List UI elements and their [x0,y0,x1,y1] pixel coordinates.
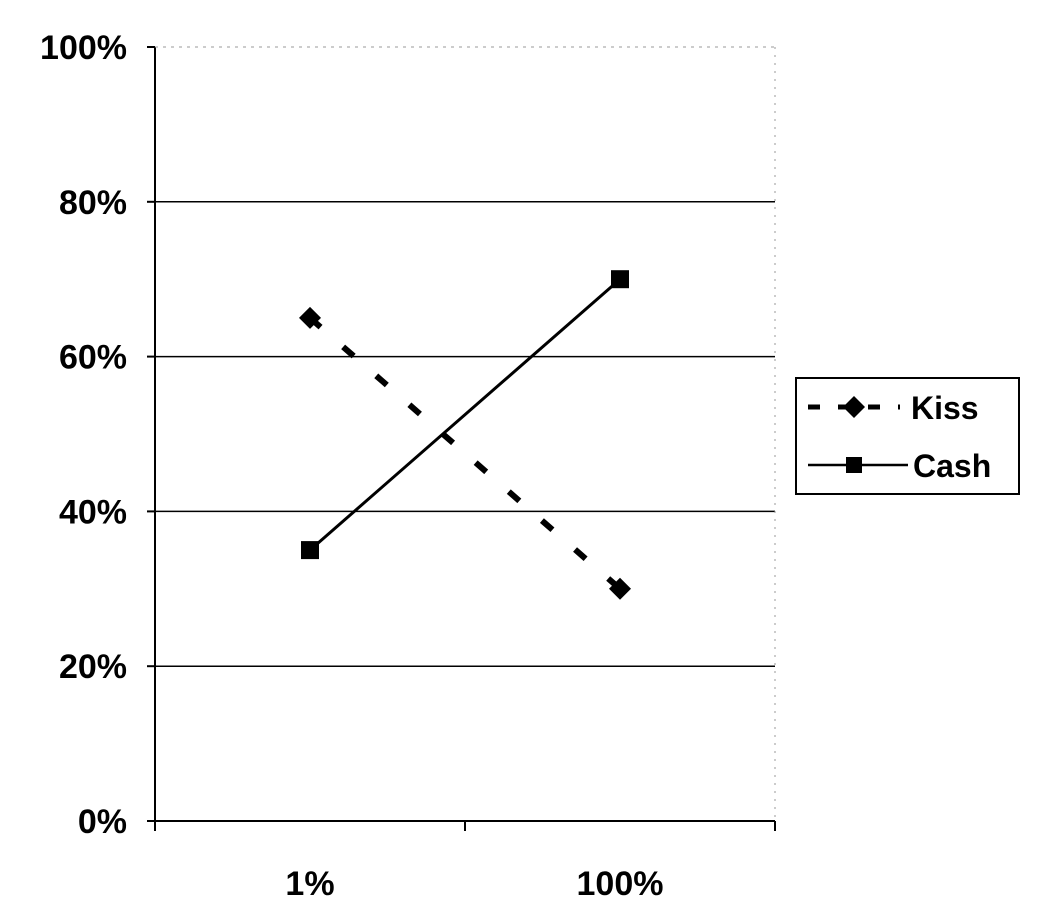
legend-box [795,377,1020,495]
y-tick-label: 40% [59,493,127,531]
y-tick-label: 80% [59,184,127,222]
legend-item-kiss: Kiss [808,390,979,426]
legend-kiss-diamond-marker [843,396,865,418]
legend-cash-square-marker [846,457,862,473]
data-point-kiss [299,306,321,329]
series-line-cash [309,278,621,552]
legend: Kiss Cash [795,377,1020,495]
x-axis-ticks: 1% 100% [154,821,776,903]
gridlines [155,201,775,667]
x-tick-label: 100% [577,865,664,903]
legend-cash-label: Cash [913,448,991,484]
data-point-cash [301,541,319,560]
series-layer [299,270,631,600]
y-axis-ticks: 0% 20% 40% 60% 80% 100% [40,29,155,841]
legend-kiss-label: Kiss [911,390,979,426]
y-tick-label: 0% [78,803,127,841]
data-point-cash [611,270,629,289]
plot-area [155,47,775,821]
y-tick-label: 100% [40,29,127,67]
x-tick-label: 1% [285,865,334,903]
y-tick-label: 60% [59,339,127,377]
legend-item-cash: Cash [808,448,991,484]
data-point-kiss [609,577,631,600]
y-tick-label: 20% [59,648,127,686]
